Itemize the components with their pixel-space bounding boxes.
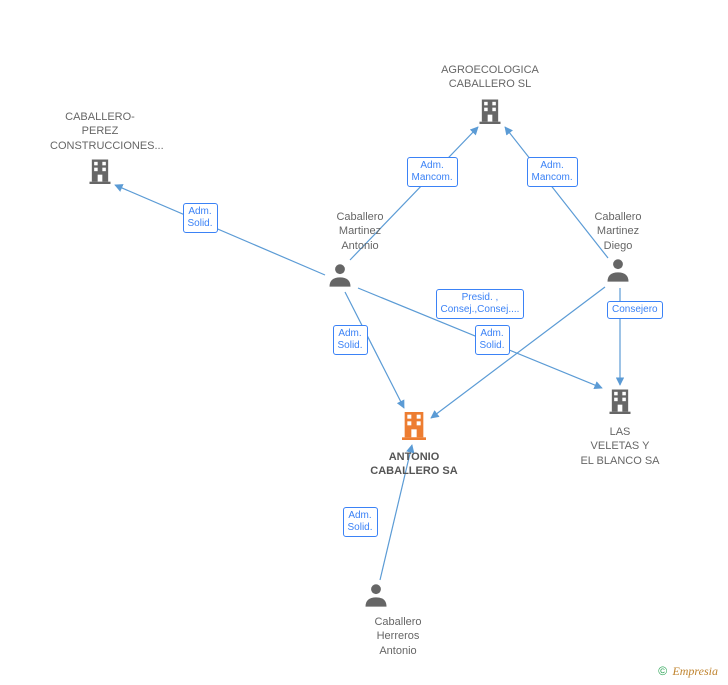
- building-icon: [398, 408, 430, 445]
- person-icon: [326, 261, 354, 294]
- building-icon: [476, 96, 504, 129]
- edge-label: Adm.Solid.: [343, 507, 378, 537]
- edge-label: Adm.Solid.: [475, 325, 510, 355]
- node-label: CaballeroHerrerosAntonio: [348, 615, 448, 658]
- person-icon: [362, 581, 390, 614]
- person-icon: [604, 256, 632, 289]
- building-icon: [606, 386, 634, 419]
- copyright-symbol: ©: [658, 664, 667, 678]
- edge-label: Adm.Mancom.: [527, 157, 578, 187]
- edge-label: Adm.Mancom.: [407, 157, 458, 187]
- edge-label: Consejero: [607, 301, 663, 319]
- edge-label: Adm.Solid.: [333, 325, 368, 355]
- node-label: AGROECOLOGICACABALLERO SL: [440, 63, 540, 92]
- edge: [115, 185, 325, 275]
- building-icon: [86, 156, 114, 189]
- watermark-brand: Empresia: [672, 664, 718, 678]
- node-label: CABALLERO-PEREZCONSTRUCCIONES...: [50, 110, 150, 153]
- edge-label: Presid. ,Consej.,Consej....: [436, 289, 525, 319]
- node-label: CaballeroMartinezDiego: [568, 210, 668, 253]
- node-label: ANTONIOCABALLERO SA: [364, 450, 464, 479]
- watermark: © Empresia: [658, 664, 718, 679]
- node-label: LASVELETAS YEL BLANCO SA: [570, 425, 670, 468]
- edge-label: Adm.Solid.: [183, 203, 218, 233]
- node-label: CaballeroMartinezAntonio: [310, 210, 410, 253]
